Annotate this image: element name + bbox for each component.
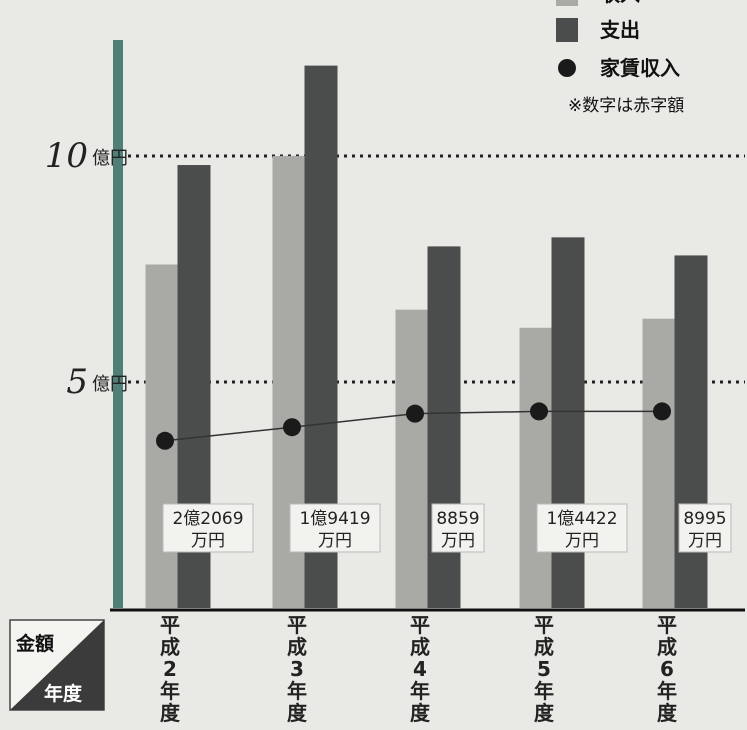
- x-category-char: 年: [287, 679, 307, 703]
- deficit-label-box: [289, 503, 381, 553]
- y-tick-unit: 億円: [92, 148, 128, 169]
- x-category-char: 成: [410, 635, 430, 659]
- legend-swatch-circle: [558, 59, 576, 77]
- y-tick-value: 5: [66, 362, 88, 402]
- x-category-char: 度: [287, 701, 308, 725]
- rent-income-point-3: [530, 402, 548, 421]
- bar-収入-4: [642, 318, 676, 608]
- deficit-amount: 8859: [436, 509, 479, 529]
- x-category-char: 成: [534, 635, 554, 659]
- deficit-amount: 8995: [683, 509, 726, 529]
- deficit-label-box: [431, 503, 485, 553]
- bar-収入-3: [519, 327, 553, 608]
- deficit-unit: 万円: [441, 531, 475, 551]
- bar-支出-4: [674, 255, 708, 608]
- x-category-char: 度: [160, 701, 181, 725]
- rent-income-point-4: [653, 402, 671, 421]
- x-category-char: 度: [657, 701, 678, 725]
- legend-note: ※数字は赤字額: [568, 96, 684, 116]
- x-category-char: 成: [657, 635, 677, 659]
- y-tick-unit: 億円: [92, 374, 128, 395]
- rent-income-point-1: [283, 418, 301, 437]
- deficit-unit: 万円: [565, 531, 599, 551]
- legend: 収入支出家賃収入 ※数字は赤字額: [556, 0, 684, 116]
- legend-label: 支出: [600, 18, 640, 42]
- deficit-unit: 万円: [688, 531, 722, 551]
- x-category-char: 4: [413, 657, 427, 681]
- y-tick-label-10: 10 億円: [45, 136, 128, 176]
- x-category-char: 2: [163, 657, 177, 681]
- grid-layer: [128, 154, 745, 384]
- rent-income-point-0: [156, 431, 174, 450]
- x-category-char: 6: [660, 657, 674, 681]
- x-category-char: 3: [290, 657, 304, 681]
- deficit-amount: 1億9419: [299, 509, 370, 529]
- y-axis-bar: [113, 40, 123, 608]
- x-category-char: 平: [160, 613, 180, 637]
- deficit-label-box: [536, 503, 628, 553]
- x-category-char: 成: [287, 635, 307, 659]
- deficit-unit: 万円: [191, 531, 225, 551]
- deficit-unit: 万円: [318, 531, 352, 551]
- bar-支出-2: [427, 246, 461, 608]
- y-tick-value: 10: [45, 136, 88, 176]
- x-category-char: 度: [534, 701, 555, 725]
- legend-swatch-square: [556, 0, 578, 6]
- deficit-label-box: [162, 503, 254, 553]
- x-category-char: 5: [537, 657, 551, 681]
- legend-label: 家賃収入: [600, 56, 680, 80]
- legend-item-0: 収入: [556, 0, 640, 6]
- legend-swatch-square: [556, 18, 578, 42]
- legend-item-2: 家賃収入: [558, 56, 680, 80]
- x-category-char: 年: [410, 679, 430, 703]
- x-category-char: 年: [657, 679, 677, 703]
- x-category-char: 平: [287, 613, 307, 637]
- x-category-char: 平: [657, 613, 677, 637]
- rent-income-point-2: [406, 404, 424, 423]
- y-tick-label-5: 5 億円: [66, 362, 128, 402]
- legend-item-1: 支出: [556, 18, 640, 42]
- deficit-amount: 2億2069: [172, 509, 243, 529]
- deficit-label-box: [678, 503, 732, 553]
- corner-bottom-label: 年度: [44, 682, 83, 705]
- corner-box-diagonal: [10, 620, 104, 710]
- x-category-char: 年: [534, 679, 554, 703]
- x-category-char: 平: [534, 613, 554, 637]
- x-category-char: 年: [160, 679, 180, 703]
- corner-top-label: 金額: [15, 632, 54, 655]
- x-category-char: 度: [410, 701, 431, 725]
- x-category-char: 成: [160, 635, 180, 659]
- legend-label: 収入: [600, 0, 640, 6]
- x-category-char: 平: [410, 613, 430, 637]
- rent-income-line-layer: [156, 402, 671, 450]
- bar-収入-2: [395, 309, 429, 608]
- deficit-amount: 1億4422: [546, 509, 617, 529]
